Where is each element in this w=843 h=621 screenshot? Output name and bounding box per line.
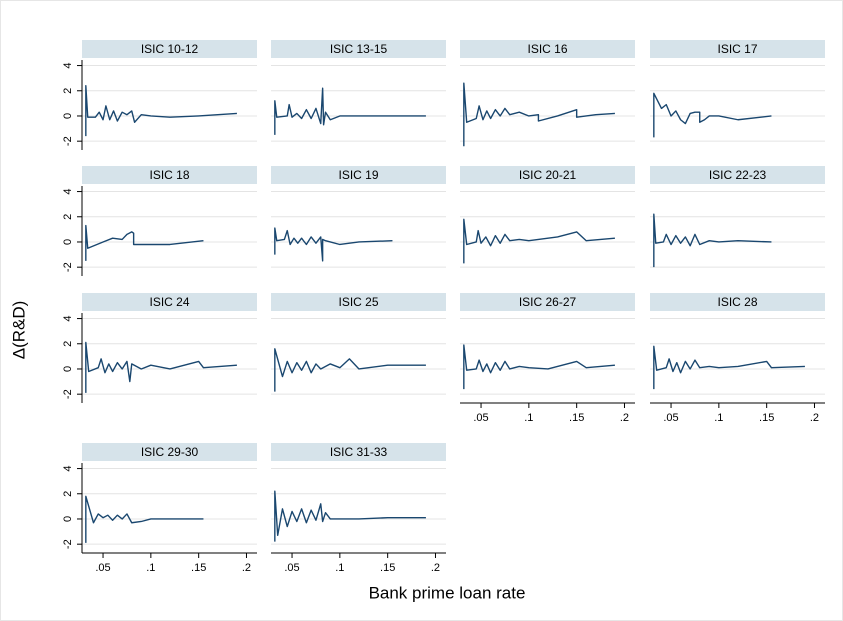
panel-header [650,40,825,58]
y-tick-label: -2 [62,389,74,399]
x-tick-label: .2 [620,412,629,424]
panel-header [82,443,257,461]
x-tick-label: .05 [663,412,678,424]
panel-title: ISIC 22-23 [709,168,767,182]
panel-title: ISIC 25 [338,295,378,309]
x-tick-label: .2 [810,412,819,424]
x-tick-label: .2 [431,562,440,574]
panel-header [82,166,257,184]
panel-header [82,40,257,58]
panel-header [650,293,825,311]
x-tick-label: .1 [714,412,723,424]
x-axis-title: Bank prime loan rate [369,583,526,602]
y-tick-label: 2 [62,88,74,94]
y-tick-label: 0 [62,516,74,522]
y-tick-label: 2 [62,491,74,497]
data-line [85,224,204,261]
data-line [274,490,426,542]
panel-title: ISIC 16 [527,42,567,56]
x-tick-label: .05 [284,562,299,574]
panel-title: ISIC 31-33 [330,445,388,459]
x-tick-label: .15 [569,412,584,424]
panel-header [271,443,446,461]
panel-title: ISIC 10-12 [141,42,199,56]
y-tick-label: 0 [62,239,74,245]
data-line [653,213,772,268]
panel-header [271,40,446,58]
y-tick-label: 4 [62,188,74,194]
panel-title: ISIC 24 [149,295,189,309]
panel-header [460,293,635,311]
panel-header [460,166,635,184]
panel-title: ISIC 20-21 [519,168,577,182]
data-line [653,92,772,138]
y-tick-label: 0 [62,113,74,119]
data-line [463,82,615,147]
data-line [463,218,615,264]
panel-title: ISIC 13-15 [330,42,388,56]
data-line [463,344,615,390]
panel-title: ISIC 17 [717,42,757,56]
panel-title: ISIC 19 [338,168,378,182]
panel-title: ISIC 18 [149,168,189,182]
data-line [653,345,805,390]
x-tick-label: .15 [380,562,395,574]
panel-header [82,293,257,311]
panel-header [650,166,825,184]
data-line [274,348,426,392]
data-line [85,495,204,543]
x-tick-label: .15 [759,412,774,424]
x-tick-label: .1 [146,562,155,574]
x-tick-label: .05 [473,412,488,424]
y-tick-label: 0 [62,366,74,372]
data-line [85,85,237,137]
panel-title: ISIC 26-27 [519,295,577,309]
data-line [274,87,426,135]
panel-header [271,166,446,184]
data-line [85,341,237,393]
panel-header [460,40,635,58]
y-tick-label: -2 [62,262,74,272]
x-tick-label: .15 [191,562,206,574]
y-axis-title: Δ(R&D) [9,301,28,360]
y-tick-label: 2 [62,341,74,347]
panel-title: ISIC 28 [717,295,757,309]
x-tick-label: .05 [95,562,110,574]
y-tick-label: -2 [62,136,74,146]
x-tick-label: .2 [242,562,251,574]
x-tick-label: .1 [335,562,344,574]
panel-title: ISIC 29-30 [141,445,199,459]
data-line [274,227,393,262]
y-tick-label: -2 [62,539,74,549]
y-tick-label: 2 [62,214,74,220]
y-tick-label: 4 [62,465,74,471]
x-tick-label: .1 [524,412,533,424]
y-tick-label: 4 [62,62,74,68]
y-tick-label: 4 [62,315,74,321]
panel-header [271,293,446,311]
